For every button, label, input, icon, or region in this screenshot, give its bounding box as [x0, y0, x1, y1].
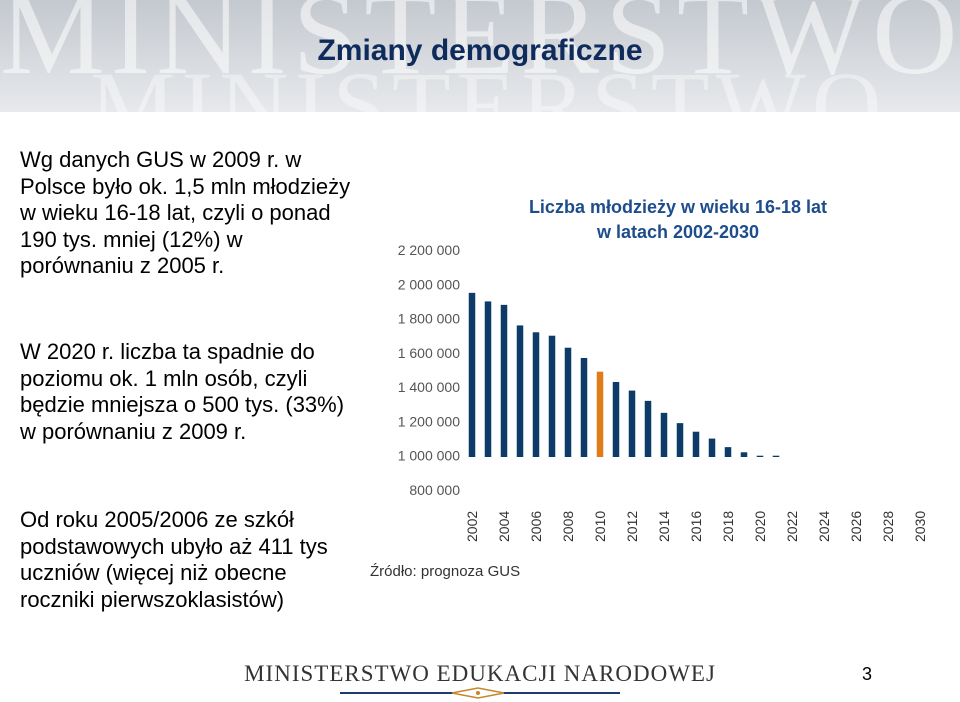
x-tick-label: 2018: [720, 511, 736, 542]
bar-2012: [628, 390, 636, 457]
bar-2006: [532, 332, 540, 457]
page-number: 3: [862, 664, 873, 684]
x-tick-label: 2010: [592, 511, 608, 542]
watermark-text-secondary: MINISTERSTWO: [90, 52, 888, 112]
x-tick-label: 2008: [560, 511, 576, 542]
watermark-text: MINISTERSTWO: [0, 0, 960, 99]
y-tick-label: 1 800 000: [398, 311, 460, 327]
y-tick-label: 1 600 000: [398, 345, 460, 361]
x-tick-label: 2004: [496, 511, 512, 542]
paragraph-primary-schools: Od roku 2005/2006 ze szkół podstawowych …: [20, 507, 328, 612]
y-tick-label: 2 200 000: [398, 242, 460, 258]
x-axis: 2002 2004 2006 2008 2010 2012 2014 2016 2018 2020…: [464, 511, 928, 542]
x-tick-label: 2028: [880, 511, 896, 542]
bar-2017: [708, 438, 716, 457]
header-banner: MINISTERSTWO MINISTERSTWO Zmiany demogra…: [0, 0, 960, 112]
x-tick-label: 2016: [688, 511, 704, 542]
y-tick-label: 1 000 000: [398, 448, 460, 464]
bar-2003: [484, 301, 492, 457]
bar-2013: [644, 400, 652, 457]
chart-source: Źródło: prognoza GUS: [370, 563, 520, 580]
bar-2019: [740, 452, 748, 457]
bar-2005: [516, 325, 524, 457]
bar-2002: [468, 292, 476, 457]
bar-2010: [596, 371, 604, 457]
bar-series: [468, 292, 780, 457]
bar-2021: [772, 455, 780, 457]
footer-ministry-name: MINISTERSTWO EDUKACJI NARODOWEJ: [244, 661, 716, 686]
bar-2004: [500, 304, 508, 457]
y-axis: 2 200 000 2 000 000 1 800 000 1 600 000 1 40…: [398, 242, 461, 498]
x-tick-label: 2014: [656, 511, 672, 542]
bar-2020: [756, 455, 764, 457]
chart-title-line-2: w latach 2002-2030: [596, 222, 759, 242]
paragraph-2020-forecast: W 2020 r. liczba ta spadnie do poziomu o…: [20, 339, 345, 444]
slide-title: Zmiany demograficzne: [317, 34, 643, 67]
bar-2007: [548, 335, 556, 457]
pen-nib-icon: [451, 687, 505, 699]
bar-2018: [724, 447, 732, 457]
x-tick-label: 2024: [816, 511, 832, 542]
x-tick-label: 2006: [528, 511, 544, 542]
x-tick-label: 2020: [752, 511, 768, 542]
bar-2014: [660, 412, 668, 457]
y-tick-label: 800 000: [409, 482, 460, 498]
paragraph-gus-2009: Wg danych GUS w 2009 r. w Polsce było ok…: [20, 147, 351, 278]
y-tick-label: 2 000 000: [398, 276, 460, 292]
bar-2011: [612, 382, 620, 457]
x-tick-label: 2026: [848, 511, 864, 542]
x-tick-label: 2012: [624, 511, 640, 542]
x-tick-label: 2022: [784, 511, 800, 542]
x-tick-label: 2030: [912, 511, 928, 542]
bar-chart: Liczba młodzieży w wieku 16-18 lat w lat…: [370, 197, 928, 580]
bar-2015: [676, 423, 684, 457]
y-tick-label: 1 200 000: [398, 413, 460, 429]
bar-2008: [564, 347, 572, 457]
bar-2016: [692, 431, 700, 457]
x-tick-label: 2002: [464, 511, 480, 542]
chart-title-line-1: Liczba młodzieży w wieku 16-18 lat: [529, 197, 827, 217]
y-tick-label: 1 400 000: [398, 379, 460, 395]
bar-2009: [580, 358, 588, 457]
